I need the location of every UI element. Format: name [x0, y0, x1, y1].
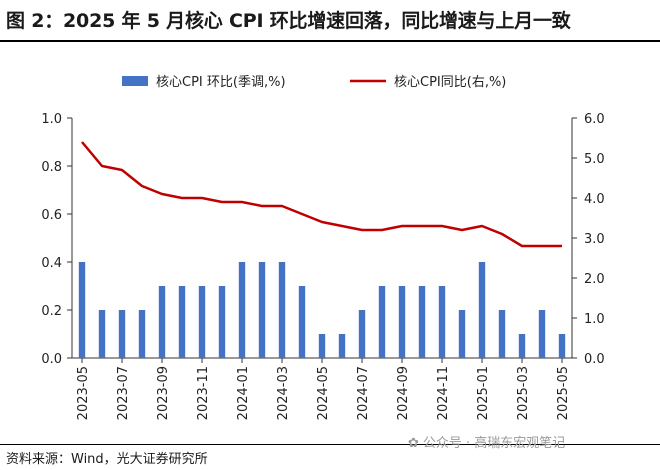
- bar: [558, 334, 566, 358]
- x-tick-label: 2024-03: [276, 366, 291, 420]
- bar: [238, 262, 246, 358]
- watermark: ✿ 公众号 · 高瑞东宏观笔记: [408, 432, 565, 451]
- legend-label-bar: 核心CPI 环比(季调,%): [156, 75, 286, 90]
- source-note: 资料来源：Wind，光大证券研究所: [6, 452, 208, 467]
- bar: [418, 286, 426, 358]
- right-tick-label: 0.0: [584, 352, 605, 367]
- x-tick-label: 2024-05: [316, 366, 331, 420]
- watermark-text: 公众号 · 高瑞东宏观笔记: [422, 436, 566, 451]
- x-tick-label: 2025-01: [476, 366, 491, 420]
- bar: [278, 262, 286, 358]
- bar: [198, 286, 206, 358]
- right-tick-label: 4.0: [584, 192, 605, 207]
- right-tick-label: 2.0: [584, 272, 605, 287]
- legend: 核心CPI 环比(季调,%) 核心CPI同比(右,%): [122, 75, 506, 90]
- bar: [138, 310, 146, 358]
- chart-title: 图 2：2025 年 5 月核心 CPI 环比增速回落，同比增速与上月一致: [6, 10, 571, 32]
- left-tick-label: 0.6: [41, 208, 62, 223]
- left-tick-label: 0.4: [41, 256, 62, 271]
- bar: [438, 286, 446, 358]
- x-tick-label: 2025-03: [516, 366, 531, 420]
- legend-label-line: 核心CPI同比(右,%): [394, 75, 506, 90]
- bar: [518, 334, 526, 358]
- wechat-icon: ✿: [408, 436, 419, 451]
- bar-series: [78, 262, 566, 358]
- x-tick-label: 2024-07: [356, 366, 371, 420]
- x-tick-label: 2024-09: [396, 366, 411, 420]
- bar: [78, 262, 86, 358]
- x-tick-label: 2025-05: [556, 366, 571, 420]
- right-tick-label: 6.0: [584, 112, 605, 127]
- bar: [378, 286, 386, 358]
- bar: [178, 286, 186, 358]
- bar: [358, 310, 366, 358]
- x-tick-label: 2023-07: [116, 366, 131, 420]
- title-divider: [0, 40, 660, 42]
- x-tick-label: 2023-11: [196, 366, 211, 420]
- right-tick-label: 3.0: [584, 232, 605, 247]
- x-tick-label: 2023-09: [156, 366, 171, 420]
- left-tick-label: 0.8: [41, 160, 62, 175]
- bar: [478, 262, 486, 358]
- x-tick-label: 2024-01: [236, 366, 251, 420]
- bar: [258, 262, 266, 358]
- bar: [158, 286, 166, 358]
- bar: [118, 310, 126, 358]
- bar: [318, 334, 326, 358]
- x-tick-label: 2023-05: [76, 366, 91, 420]
- x-axis-labels: 2023-05 2023-07 2023-09 2023-11 2024-01 2024-…: [76, 366, 571, 420]
- y-axis-labels: 0.0 0.2 0.4 0.6 0.8 1.0 0.0 1.0 2.0 3.0 4.0 5.0 6.0: [41, 112, 604, 367]
- right-tick-label: 5.0: [584, 152, 605, 167]
- line-series: [81, 141, 563, 248]
- bar: [398, 286, 406, 358]
- bar: [218, 286, 226, 358]
- x-tick-label: 2024-11: [436, 366, 451, 420]
- line-path: [81, 141, 562, 248]
- right-tick-label: 1.0: [584, 312, 605, 327]
- left-tick-label: 1.0: [41, 112, 62, 127]
- bar: [298, 286, 306, 358]
- bar: [338, 334, 346, 358]
- bar: [458, 310, 466, 358]
- left-tick-label: 0.2: [41, 304, 62, 319]
- bar: [538, 310, 546, 358]
- footer-divider: [0, 444, 660, 445]
- left-tick-label: 0.0: [41, 352, 62, 367]
- bar: [98, 310, 106, 358]
- bar: [498, 310, 506, 358]
- legend-swatch-bar: [122, 76, 148, 86]
